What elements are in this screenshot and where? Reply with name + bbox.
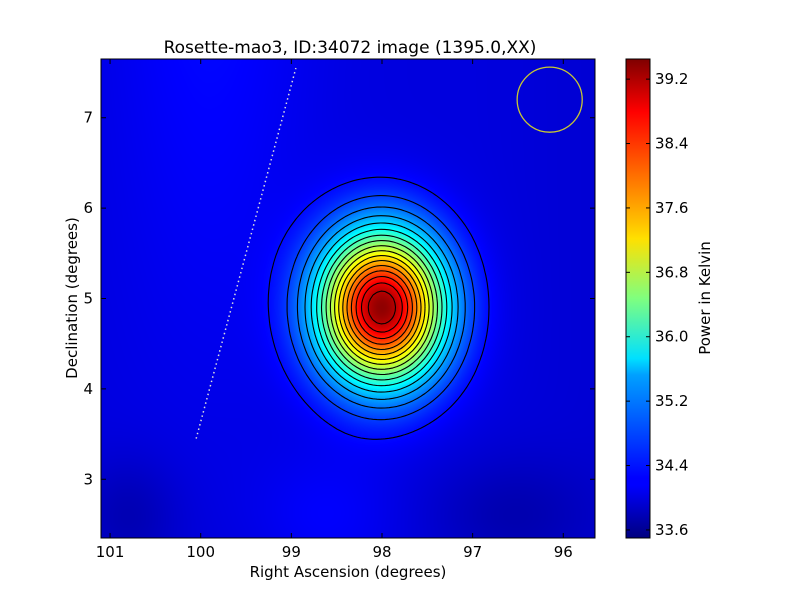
contour-level-15 [360, 282, 403, 333]
y-axis-ticks: 3 4 5 6 7 [83, 109, 595, 488]
contour-level-10 [338, 255, 426, 360]
contour-level-1 [286, 195, 476, 421]
x-tick-label-3: 98 [372, 543, 391, 561]
chart-title: Rosette-mao3, ID:34072 image (1395.0,XX) [164, 38, 537, 58]
y-tick-label-2: 5 [83, 290, 93, 308]
contour-level-6 [320, 234, 443, 381]
colorbar: 33.6 34.4 35.2 36.0 36.8 37.6 38.4 39.2 Power i… [625, 58, 714, 539]
x-tick-label-4: 97 [463, 543, 482, 561]
contour-level-11 [342, 259, 422, 356]
y-axis-label: Declination (degrees) [63, 217, 81, 379]
contour-level-3 [304, 215, 459, 400]
beam-circle [516, 66, 583, 133]
contour-level-0 [267, 176, 490, 440]
contour-level-12 [346, 264, 418, 351]
x-tick-label-1: 100 [186, 543, 215, 561]
colorbar-tick-label-6: 38.4 [655, 135, 688, 153]
y-tick-label-0: 3 [83, 470, 93, 488]
contour-level-13 [350, 270, 413, 345]
contour-level-5 [316, 228, 448, 387]
contour-lines [267, 176, 490, 440]
colorbar-label: Power in Kelvin [696, 241, 714, 355]
x-axis-ticks: 101 100 99 98 97 96 [96, 59, 573, 561]
contour-level-8 [329, 245, 434, 370]
contour-level-14 [355, 275, 409, 340]
y-tick-label-1: 4 [83, 380, 93, 398]
colorbar-tick-label-3: 36.0 [655, 328, 688, 346]
contour-level-2 [296, 206, 466, 409]
colorbar-tick-label-4: 36.8 [655, 263, 688, 281]
colorbar-tick-label-5: 37.6 [655, 199, 688, 217]
colorbar-fill [626, 59, 650, 538]
colorbar-tick-label-1: 34.4 [655, 457, 688, 475]
colorbar-frame [625, 58, 651, 539]
heatmap-plot: 101 100 99 98 97 96 3 4 5 6 7 [83, 58, 596, 561]
colorbar-tick-label-2: 35.2 [655, 392, 688, 410]
y-tick-label-4: 7 [83, 109, 93, 127]
dotted-line [195, 67, 297, 439]
contour-level-7 [325, 240, 439, 376]
y-tick-label-3: 6 [83, 199, 93, 217]
contour-level-4 [310, 222, 453, 393]
x-tick-label-0: 101 [96, 543, 125, 561]
colorbar-tick-label-0: 33.6 [655, 521, 688, 539]
x-tick-label-5: 96 [554, 543, 573, 561]
colorbar-ticks: 33.6 34.4 35.2 36.0 36.8 37.6 38.4 39.2 [626, 70, 688, 539]
x-tick-label-2: 99 [282, 543, 301, 561]
colorbar-tick-label-7: 39.2 [655, 70, 688, 88]
x-axis-label: Right Ascension (degrees) [250, 563, 447, 581]
contour-level-9 [334, 250, 430, 365]
contour-level-16 [367, 290, 397, 325]
